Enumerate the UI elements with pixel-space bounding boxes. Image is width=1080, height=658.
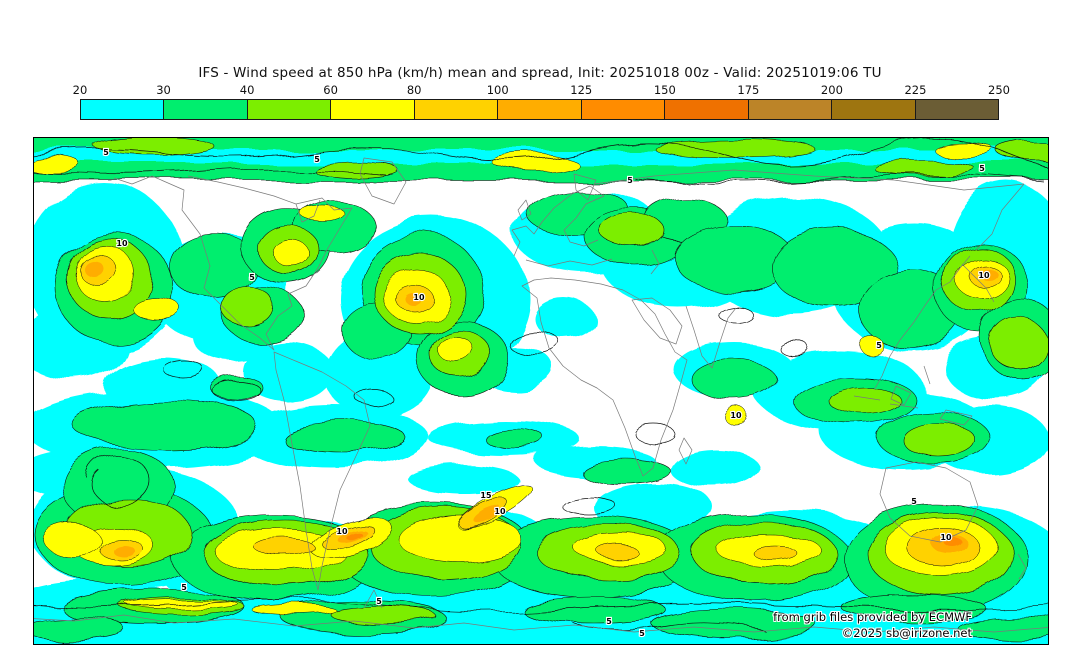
wind-fill-deep-orange <box>344 530 960 545</box>
contour-label-5: 5 <box>911 497 917 506</box>
contour-label-5: 5 <box>606 617 612 626</box>
colorbar-tick-250: 250 <box>988 83 1010 97</box>
contour-label-10: 10 <box>940 533 952 542</box>
contour-label-5: 5 <box>876 341 882 350</box>
colorbar-segment-125-150 <box>580 100 665 119</box>
colorbar-tick-200: 200 <box>820 83 843 97</box>
colorbar-segment-100-125 <box>497 100 581 119</box>
attribution-copyright: ©2025 sb@irizone.net <box>841 626 972 640</box>
colorbar <box>80 99 999 120</box>
contour-label-5: 5 <box>181 583 187 592</box>
attribution-source: from grib files provided by ECMWF <box>773 610 972 624</box>
colorbar-tick-80: 80 <box>406 83 422 97</box>
contour-label-5: 5 <box>103 148 109 157</box>
colorbar-tick-125: 125 <box>570 83 593 97</box>
colorbar-segment-150-175 <box>664 100 748 119</box>
contour-label-10: 10 <box>494 507 506 516</box>
colorbar-segment-225-250 <box>914 100 998 119</box>
world-wind-map: 5 5 5 5 10 5 10 10 5 10 15 10 10 10 5 5 5 5 5 5 from grib f… <box>33 137 1049 645</box>
colorbar-segment-30-40 <box>163 100 247 119</box>
contour-label-10: 10 <box>978 271 990 280</box>
colorbar-tick-60: 60 <box>323 83 338 97</box>
attribution: from grib files provided by ECMWF ©2025 … <box>773 609 972 641</box>
colorbar-segment-60-80 <box>330 100 414 119</box>
colorbar-tick-100: 100 <box>486 83 509 97</box>
map-title: IFS - Wind speed at 850 hPa (km/h) mean … <box>198 65 882 81</box>
colorbar-tick-40: 40 <box>239 83 255 97</box>
contour-label-5: 5 <box>249 273 255 282</box>
contour-label-5: 5 <box>376 597 382 606</box>
colorbar-tick-30: 30 <box>156 83 171 97</box>
colorbar-segment-40-60 <box>246 100 331 119</box>
colorbar-tick-225: 225 <box>904 83 927 97</box>
colorbar-tick-labels: 20 30 40 60 80 100 125 150 175 200 225 250 <box>73 83 1010 97</box>
colorbar-segments <box>80 99 999 120</box>
colorbar-tick-175: 175 <box>737 83 760 97</box>
colorbar-tick-150: 150 <box>653 83 676 97</box>
spread-contour-lines <box>34 138 1048 631</box>
colorbar-tick-20: 20 <box>72 83 88 97</box>
colorbar-segment-80-100 <box>413 100 498 119</box>
contour-label-5: 5 <box>928 629 934 638</box>
contour-label-5: 5 <box>314 155 320 164</box>
contour-label-5: 5 <box>979 164 985 173</box>
colorbar-segment-200-225 <box>831 100 915 119</box>
contour-label-10: 10 <box>116 239 128 248</box>
contour-label-15: 15 <box>480 491 492 500</box>
colorbar-segment-20-30 <box>81 100 164 119</box>
colorbar-segment-175-200 <box>747 100 832 119</box>
coastlines <box>34 157 1048 633</box>
contour-label-10: 10 <box>413 293 425 302</box>
contour-label-10: 10 <box>730 411 742 420</box>
contour-label-10: 10 <box>336 527 348 536</box>
contour-label-5: 5 <box>627 176 633 185</box>
contour-label-5: 5 <box>639 629 645 638</box>
